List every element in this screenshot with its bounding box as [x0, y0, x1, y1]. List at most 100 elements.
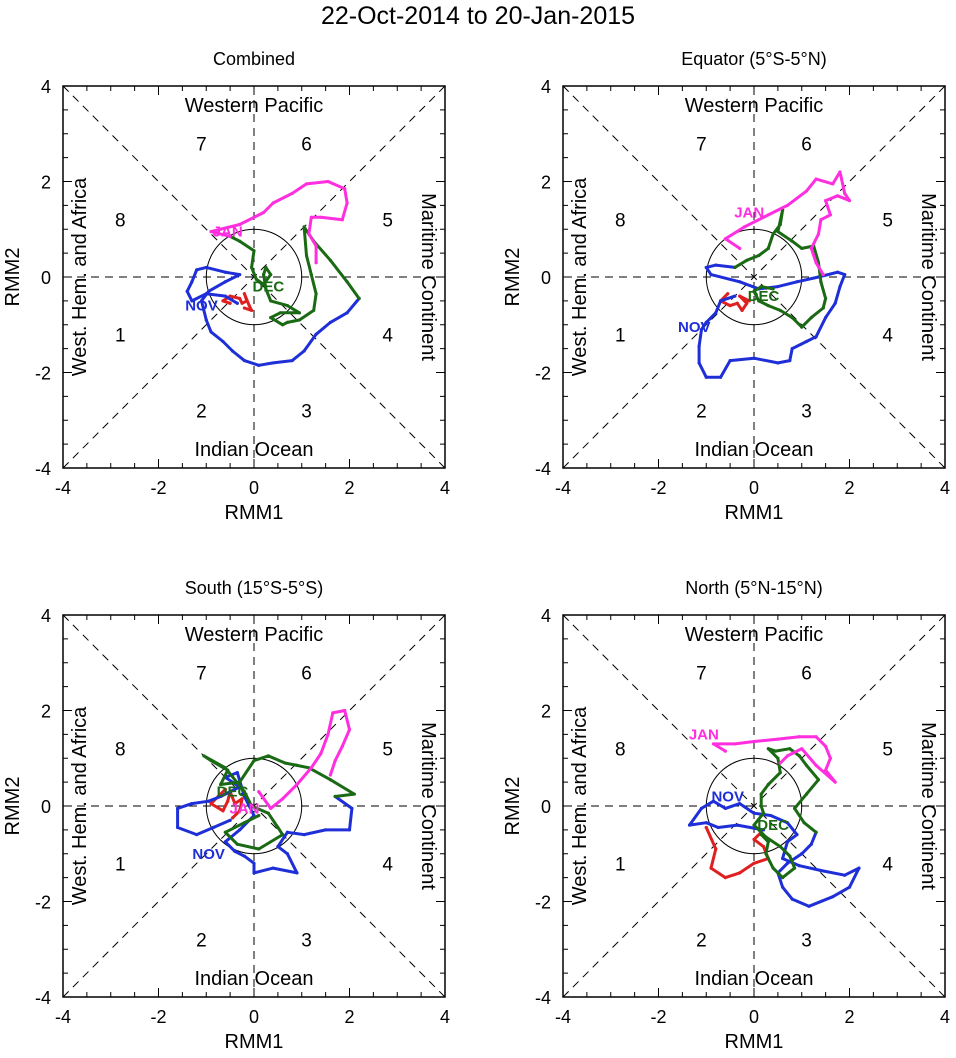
series-point-dec: [788, 747, 792, 751]
series-point-nov: [211, 825, 216, 830]
series-point-nov: [221, 339, 225, 344]
series-point-jan: [319, 215, 323, 219]
series-point-dec: [759, 284, 763, 289]
series-point-nov: [195, 833, 199, 837]
series-point-nov: [204, 265, 208, 270]
month-label-jan: JAN: [734, 205, 764, 222]
series-point-jan: [776, 737, 780, 741]
series-point-nov: [290, 358, 294, 363]
series-point-nov: [302, 833, 306, 837]
series-point-nov: [230, 349, 235, 353]
series-point-dec: [202, 754, 206, 758]
series-point-jan: [847, 199, 852, 203]
series-point-jan: [343, 708, 347, 713]
series-point-oct: [740, 308, 744, 313]
phase-label-2: 2: [196, 402, 207, 423]
region-label-indian-ocean: Indian Ocean: [695, 439, 814, 461]
region-label-western-pacific: Western Pacific: [185, 624, 324, 646]
series-line-dec: [752, 747, 820, 880]
series-point-jan: [271, 201, 275, 205]
series-point-oct: [752, 861, 756, 865]
series-point-nov: [302, 349, 306, 353]
series-point-nov: [347, 828, 352, 832]
series-point-dec: [250, 804, 254, 808]
y-tick-label: -2: [35, 893, 51, 913]
y-tick-label: 4: [541, 606, 551, 626]
series-point-jan: [340, 218, 344, 222]
region-label-west-hem-africa: West. Hem. and Africa: [569, 177, 591, 376]
phase-label-6: 6: [801, 134, 812, 155]
phase-label-3: 3: [301, 931, 312, 952]
series-line-dec: [733, 208, 828, 329]
series-point-dec: [761, 811, 766, 815]
series-point-dec: [285, 320, 290, 324]
series-point-dec: [302, 225, 306, 229]
x-tick-label: 4: [940, 1007, 950, 1027]
series-point-oct: [250, 308, 254, 313]
series-point-dec: [223, 830, 227, 834]
series-point-dec: [759, 792, 763, 796]
unit-circle: [205, 228, 303, 326]
y-axis-label: RMM2: [502, 777, 524, 836]
series-point-nov: [704, 265, 708, 270]
phase-label-4: 4: [382, 854, 393, 875]
series-point-nov: [807, 904, 811, 908]
series-point-jan: [314, 244, 318, 248]
phase-label-3: 3: [801, 402, 812, 423]
series-point-oct: [247, 304, 251, 308]
series-point-jan: [824, 768, 828, 772]
series-point-dec: [764, 835, 768, 839]
y-tick-label: 0: [541, 268, 551, 288]
series-point-jan: [800, 747, 804, 751]
panel-title: Equator (5°S-5°N): [681, 49, 826, 69]
series-point-dec: [824, 296, 828, 301]
series-point-nov: [252, 861, 256, 865]
series-point-dec: [266, 754, 270, 758]
region-label-maritime-continent: Maritime Continent: [917, 193, 939, 361]
series-point-dec: [776, 756, 780, 760]
series-point-nov: [761, 828, 766, 832]
y-tick-label: 0: [541, 797, 551, 817]
series-line-nov: [697, 263, 847, 379]
y-tick-label: 2: [541, 702, 551, 722]
x-axis-label: RMM1: [725, 502, 784, 524]
y-tick-label: -4: [535, 459, 551, 479]
series-point-nov: [714, 263, 718, 267]
series-point-nov: [704, 375, 708, 379]
series-point-nov: [788, 358, 792, 363]
series-point-nov: [190, 299, 194, 303]
x-tick-label: 2: [844, 1007, 854, 1027]
series-point-dec: [819, 280, 823, 284]
series-point-dec: [304, 253, 309, 258]
series-point-oct: [245, 299, 249, 303]
series-point-nov: [704, 821, 708, 825]
region-label-maritime-continent: Maritime Continent: [417, 722, 439, 890]
x-tick-label: 2: [844, 478, 854, 498]
series-point-jan: [742, 225, 747, 229]
x-tick-label: -4: [55, 1007, 71, 1027]
series-point-dec: [771, 287, 775, 291]
y-tick-label: -4: [35, 988, 51, 1008]
series-point-nov: [835, 270, 840, 274]
series-point-nov: [235, 770, 239, 775]
x-tick-label: 4: [940, 478, 950, 498]
series-point-jan: [838, 170, 842, 174]
series-point-nov: [790, 897, 794, 901]
month-label-nov: NOV: [185, 298, 218, 315]
series-point-dec: [283, 761, 287, 765]
series-point-dec: [788, 854, 792, 858]
x-tick-label: -4: [555, 478, 571, 498]
series-line-jan: [711, 735, 837, 784]
series-point-dec: [328, 778, 332, 782]
region-label-indian-ocean: Indian Ocean: [195, 439, 314, 461]
region-label-west-hem-africa: West. Hem. and Africa: [569, 706, 591, 905]
series-point-nov: [716, 825, 720, 830]
y-tick-label: -4: [35, 459, 51, 479]
series-point-jan: [785, 203, 790, 207]
series-point-nov: [833, 301, 837, 305]
series-point-nov: [190, 802, 194, 806]
series-point-dec: [776, 230, 780, 234]
series-point-nov: [218, 794, 223, 799]
panel-combined: -4 -2 0 2 4 -4 -2 0 2 4 Combined RMM1 RMM2 Western Pa…: [2, 49, 450, 524]
